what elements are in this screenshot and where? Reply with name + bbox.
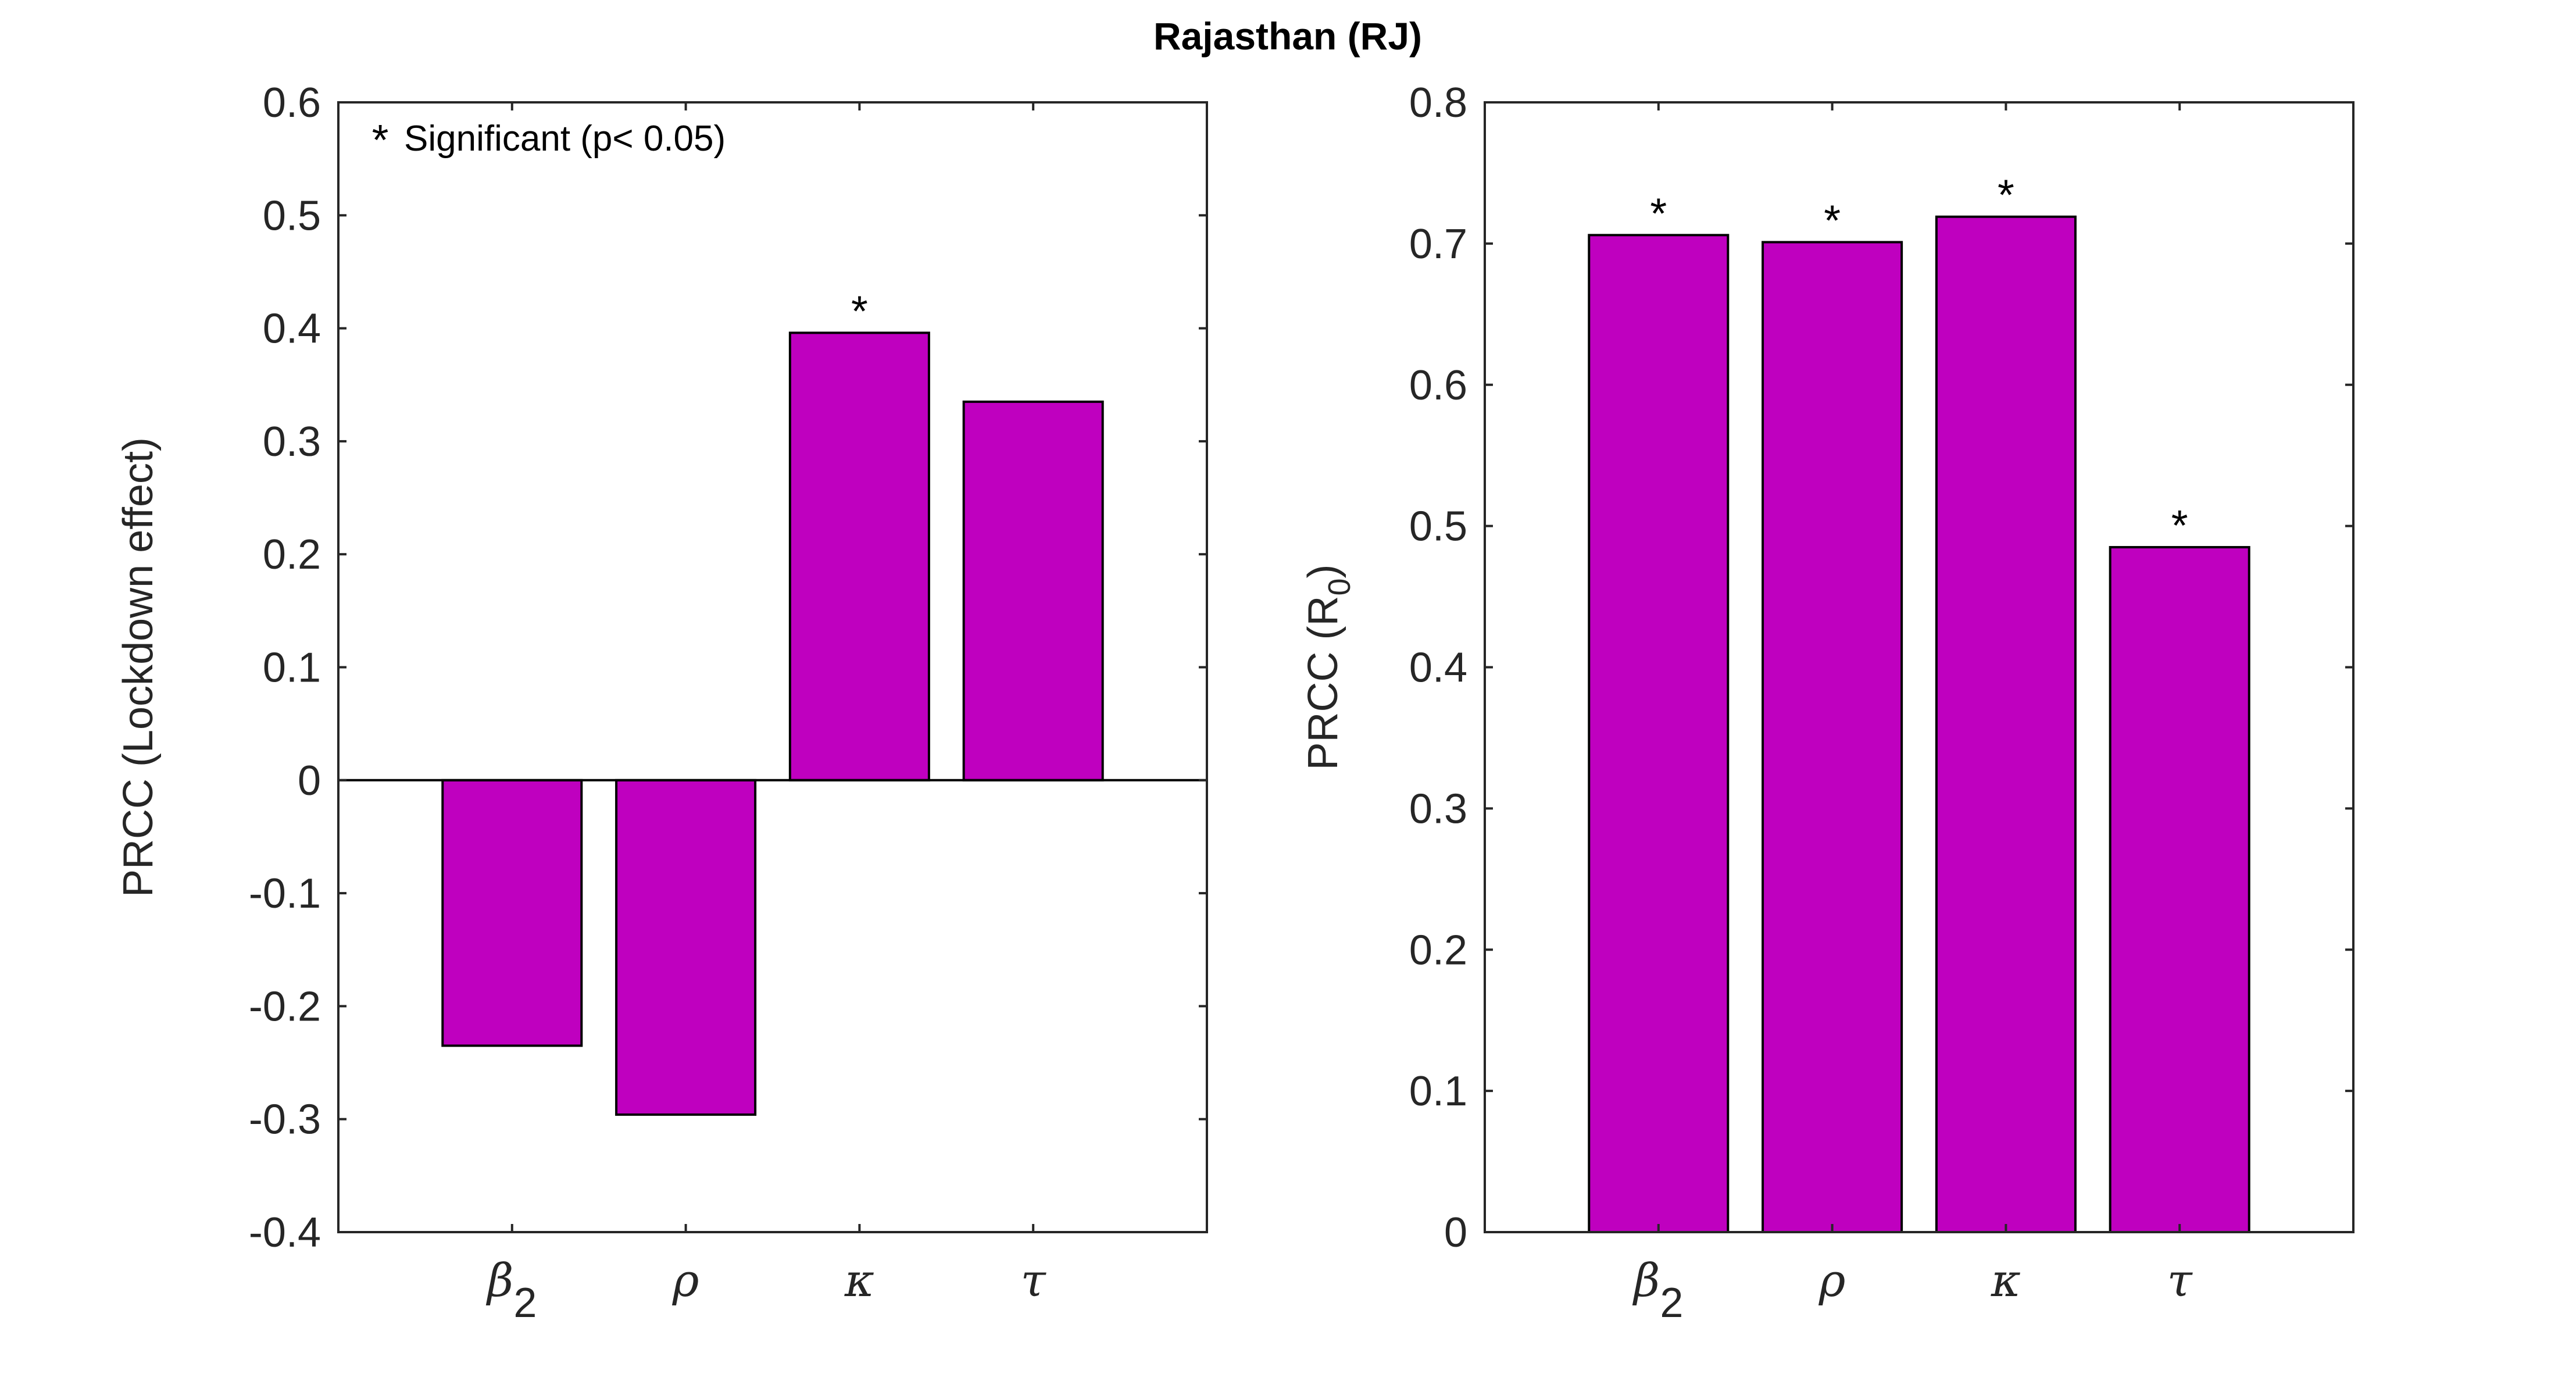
- y-tick-label: 0: [1444, 1209, 1467, 1256]
- x-tick-label-ρ: ρ: [1818, 1255, 1846, 1307]
- chart-1: * -0.4 -0.3 -0.2 -0.1 0 0.1 0.2 0.3 0.4 0.5 0.6 β2 ρ κ…: [115, 80, 1208, 1326]
- y-tick-label: 0.1: [263, 645, 321, 691]
- y-tick-label: -0.4: [249, 1209, 321, 1256]
- y-tick-label: 0.2: [1409, 927, 1467, 973]
- category-symbol: τ: [2167, 1255, 2193, 1307]
- y-tick-label: 0.6: [1409, 362, 1467, 409]
- y-tick-label: -0.1: [249, 870, 321, 917]
- x-tick-label-κ: κ: [844, 1255, 874, 1307]
- legend: * Significant (p< 0.05): [372, 116, 726, 164]
- y-tick-label: 0.4: [263, 306, 321, 352]
- significance-star: *: [2171, 501, 2188, 549]
- y-axis-label-suffix: ): [1300, 564, 1346, 578]
- y-axis-label-subscript: 0: [1322, 578, 1357, 595]
- category-subscript: 2: [1660, 1280, 1683, 1326]
- x-tick-label-τ: τ: [1021, 1255, 1047, 1307]
- x-tick-label-ρ: ρ: [672, 1255, 699, 1307]
- x-tick-label-β2: β2: [485, 1255, 537, 1326]
- category-symbol: τ: [1021, 1255, 1047, 1307]
- y-tick-label: 0: [298, 758, 321, 804]
- legend-text: Significant (p< 0.05): [404, 119, 726, 159]
- y-tick-label: 0.5: [263, 192, 321, 239]
- significance-star: *: [1650, 189, 1667, 237]
- y-tick-label: 0.6: [263, 80, 321, 126]
- y-axis-label-text: PRCC (Lockdown effect): [115, 437, 162, 897]
- y-tick-label: 0.8: [1409, 80, 1467, 126]
- bar-β2: [1588, 234, 1730, 1233]
- y-tick-label: 0.7: [1409, 221, 1467, 267]
- y-tick-label: 0.1: [1409, 1068, 1467, 1115]
- category-symbol: β: [1632, 1255, 1660, 1307]
- category-symbol: κ: [844, 1255, 874, 1307]
- category-subscript: 2: [513, 1280, 537, 1326]
- bar-κ: [788, 331, 930, 781]
- y-tick-label: -0.3: [249, 1097, 321, 1143]
- y-axis-label: PRCC (Lockdown effect): [115, 437, 162, 897]
- x-tick-label-τ: τ: [2167, 1255, 2193, 1307]
- y-tick-label: 0.3: [263, 419, 321, 465]
- bar-τ: [962, 400, 1104, 781]
- y-tick-label: 0.3: [1409, 786, 1467, 832]
- x-tick-label-β2: β2: [1632, 1255, 1683, 1326]
- y-axis-label-text: PRCC (R: [1300, 596, 1346, 770]
- y-axis-label: PRCC (R0): [1300, 564, 1357, 770]
- bar-ρ: [615, 779, 757, 1116]
- bar-ρ: [1762, 241, 1903, 1233]
- bar-κ: [1935, 215, 2077, 1233]
- legend-marker: *: [372, 116, 389, 164]
- significance-star: *: [1824, 196, 1841, 244]
- figure-title: Rajasthan (RJ): [1153, 15, 1422, 58]
- x-tick-label-κ: κ: [1991, 1255, 2021, 1307]
- y-tick-label: 0.5: [1409, 504, 1467, 550]
- bar-τ: [2109, 546, 2250, 1233]
- chart-2: * * * * 0 0.1 0.2 0.3 0.4 0.5 0.6 0.7 0.8 β2 ρ κ τ PRCC (…: [1300, 80, 2355, 1326]
- y-tick-label: 0.4: [1409, 645, 1467, 691]
- category-symbol: κ: [1991, 1255, 2021, 1307]
- y-tick-label: -0.2: [249, 983, 321, 1030]
- category-symbol: ρ: [672, 1255, 699, 1307]
- plots: *-0.4-0.3-0.2-0.100.10.20.30.40.50.6β2 ρ κ…: [115, 80, 2355, 1326]
- category-symbol: ρ: [1818, 1255, 1846, 1307]
- significance-star: *: [1998, 171, 2014, 219]
- category-symbol: β: [485, 1255, 513, 1307]
- significance-star: *: [851, 287, 868, 335]
- y-tick-label: 0.2: [263, 531, 321, 578]
- bar-β2: [441, 779, 583, 1047]
